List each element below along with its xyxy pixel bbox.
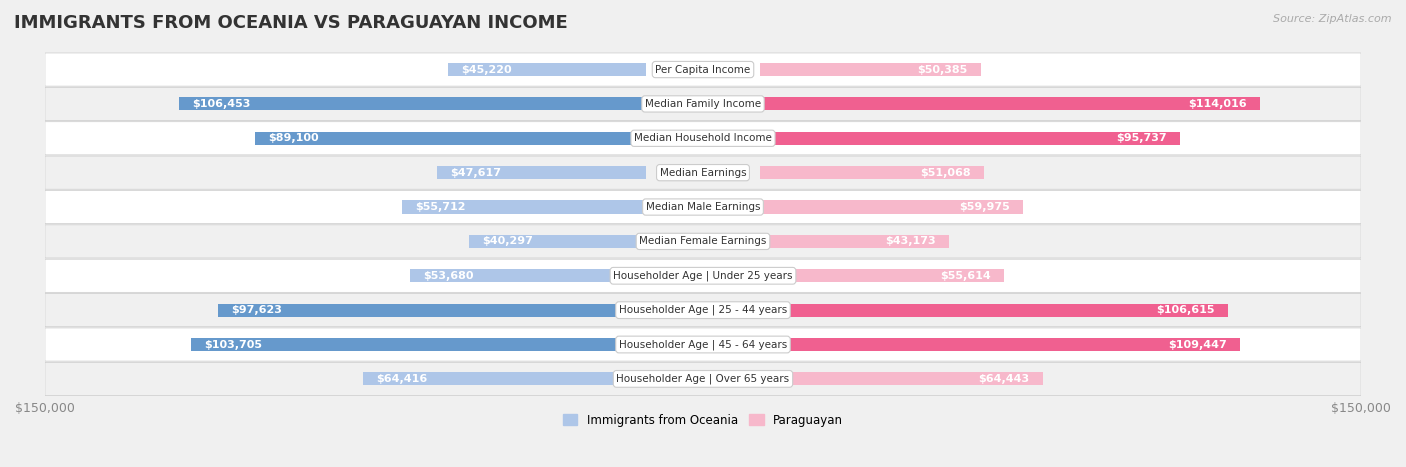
Text: $106,615: $106,615 [1156, 305, 1215, 315]
Text: Householder Age | Under 25 years: Householder Age | Under 25 years [613, 270, 793, 281]
Text: $47,617: $47,617 [450, 168, 501, 177]
Text: $106,453: $106,453 [193, 99, 250, 109]
Bar [470, 235, 645, 248]
Text: Median Family Income: Median Family Income [645, 99, 761, 109]
Bar [761, 372, 1043, 385]
FancyBboxPatch shape [45, 156, 1361, 189]
Text: Median Male Earnings: Median Male Earnings [645, 202, 761, 212]
Bar [179, 98, 645, 111]
Text: $89,100: $89,100 [269, 133, 319, 143]
Bar [761, 338, 1240, 351]
Bar [761, 63, 981, 76]
Bar [761, 132, 1180, 145]
Text: $43,173: $43,173 [886, 236, 936, 247]
Text: Source: ZipAtlas.com: Source: ZipAtlas.com [1274, 14, 1392, 24]
Text: Median Earnings: Median Earnings [659, 168, 747, 177]
Text: IMMIGRANTS FROM OCEANIA VS PARAGUAYAN INCOME: IMMIGRANTS FROM OCEANIA VS PARAGUAYAN IN… [14, 14, 568, 32]
Bar [761, 235, 949, 248]
Text: $114,016: $114,016 [1188, 99, 1247, 109]
Bar [191, 338, 645, 351]
Bar [218, 304, 645, 317]
Text: $50,385: $50,385 [918, 64, 967, 75]
Bar [761, 200, 1024, 213]
Bar [761, 269, 1004, 283]
FancyBboxPatch shape [45, 294, 1361, 327]
Bar [761, 166, 984, 179]
FancyBboxPatch shape [45, 362, 1361, 396]
Text: $59,975: $59,975 [959, 202, 1010, 212]
FancyBboxPatch shape [45, 191, 1361, 224]
Bar [363, 372, 645, 385]
Text: Householder Age | 45 - 64 years: Householder Age | 45 - 64 years [619, 339, 787, 350]
Bar [761, 98, 1260, 111]
Text: $109,447: $109,447 [1168, 340, 1227, 349]
Text: $95,737: $95,737 [1116, 133, 1167, 143]
FancyBboxPatch shape [45, 122, 1361, 155]
FancyBboxPatch shape [45, 259, 1361, 292]
FancyBboxPatch shape [45, 53, 1361, 86]
Text: Median Female Earnings: Median Female Earnings [640, 236, 766, 247]
Text: Householder Age | Over 65 years: Householder Age | Over 65 years [616, 374, 790, 384]
Text: Median Household Income: Median Household Income [634, 133, 772, 143]
Text: $64,443: $64,443 [979, 374, 1029, 384]
Text: $51,068: $51,068 [921, 168, 972, 177]
Bar [411, 269, 645, 283]
Text: $53,680: $53,680 [423, 271, 474, 281]
Bar [402, 200, 645, 213]
Text: $55,614: $55,614 [941, 271, 991, 281]
Text: Householder Age | 25 - 44 years: Householder Age | 25 - 44 years [619, 305, 787, 315]
Text: $45,220: $45,220 [461, 64, 512, 75]
Legend: Immigrants from Oceania, Paraguayan: Immigrants from Oceania, Paraguayan [558, 409, 848, 432]
Text: $103,705: $103,705 [204, 340, 262, 349]
FancyBboxPatch shape [45, 328, 1361, 361]
Bar [254, 132, 645, 145]
Text: $97,623: $97,623 [231, 305, 281, 315]
Bar [447, 63, 645, 76]
Text: $64,416: $64,416 [377, 374, 427, 384]
Text: $40,297: $40,297 [482, 236, 533, 247]
Bar [437, 166, 645, 179]
Text: Per Capita Income: Per Capita Income [655, 64, 751, 75]
FancyBboxPatch shape [45, 87, 1361, 120]
FancyBboxPatch shape [45, 225, 1361, 258]
Bar [761, 304, 1227, 317]
Text: $55,712: $55,712 [415, 202, 465, 212]
